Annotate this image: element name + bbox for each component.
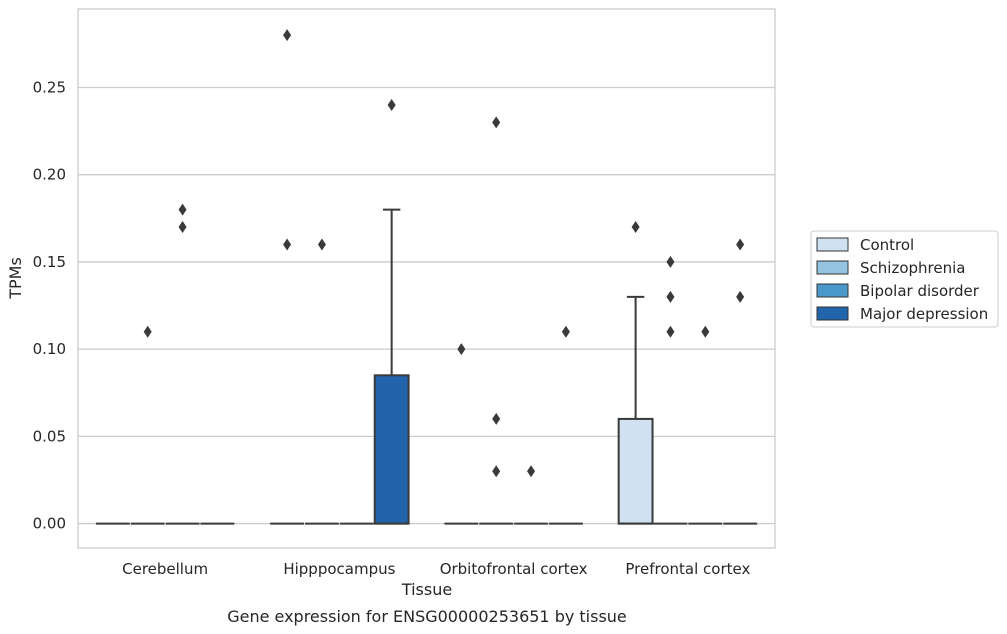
- x-tick-label: Orbitofrontal cortex: [440, 560, 588, 578]
- legend-swatch: [816, 237, 849, 252]
- y-tick-label: 0.25: [33, 78, 66, 96]
- y-tick-label: 0.20: [33, 166, 66, 184]
- outlier-point: [561, 325, 570, 338]
- plot-marks: [95, 29, 758, 525]
- series-major-depression: [200, 98, 758, 525]
- series-control: [95, 29, 654, 525]
- y-axis-ticks: 0.00 0.05 0.10 0.15 0.20 0.25: [33, 78, 66, 532]
- box: [373, 98, 410, 525]
- box: [444, 343, 479, 525]
- y-tick-label: 0.15: [33, 253, 66, 271]
- legend-label: Bipolar disorder: [860, 282, 980, 300]
- outlier-point: [666, 325, 675, 338]
- legend-swatch: [816, 283, 849, 298]
- outlier-point: [736, 238, 745, 251]
- box: [653, 255, 688, 525]
- x-axis-ticks: Cerebellum Hipppocampus Orbitofrontal cort…: [122, 560, 750, 578]
- legend: Control Schizophrenia Bipolar disorder Majo…: [810, 230, 999, 328]
- outlier-point: [178, 221, 187, 234]
- legend-item: Control: [816, 236, 914, 254]
- x-tick-label: Hipppocampus: [283, 560, 395, 578]
- legend-item: Major depression: [816, 305, 988, 323]
- legend-swatch: [816, 260, 849, 275]
- box: [130, 325, 165, 525]
- box: [723, 238, 758, 525]
- x-tick-label: Prefrontal cortex: [625, 560, 750, 578]
- outlier-point: [283, 238, 292, 251]
- outlier-point: [178, 203, 187, 216]
- outlier-point: [492, 465, 501, 478]
- y-tick-label: 0.00: [33, 515, 66, 533]
- legend-item: Bipolar disorder: [816, 282, 980, 300]
- legend-swatch: [816, 306, 849, 321]
- box: [305, 238, 339, 525]
- legend-frame: [810, 230, 999, 328]
- chart-caption: Gene expression for ENSG00000253651 by t…: [227, 607, 627, 626]
- box: [688, 325, 723, 525]
- y-axis-label: TPMs: [6, 257, 25, 300]
- legend-label: Major depression: [860, 305, 988, 323]
- outlier-point: [317, 238, 326, 251]
- box: [617, 221, 654, 525]
- outlier-point: [701, 325, 710, 338]
- outlier-point: [387, 98, 396, 111]
- box-body: [617, 417, 654, 525]
- outlier-point: [492, 116, 501, 129]
- outlier-point: [492, 412, 501, 425]
- outlier-point: [527, 465, 536, 478]
- box: [270, 29, 305, 525]
- outlier-point: [283, 29, 292, 42]
- outlier-point: [457, 343, 466, 356]
- outlier-point: [736, 290, 745, 303]
- legend-label: Schizophrenia: [860, 259, 965, 277]
- legend-label: Control: [860, 236, 914, 254]
- grid-lines: [78, 86, 775, 525]
- series-schizophrenia: [130, 116, 688, 525]
- y-tick-label: 0.05: [33, 427, 66, 445]
- outlier-point: [666, 255, 675, 268]
- legend-item: Schizophrenia: [816, 259, 965, 277]
- outlier-point: [631, 221, 640, 234]
- x-tick-label: Cerebellum: [122, 560, 208, 578]
- box: [479, 116, 514, 525]
- y-tick-label: 0.10: [33, 340, 66, 358]
- box: [514, 465, 548, 525]
- box-body: [373, 374, 410, 525]
- box: [548, 325, 583, 525]
- series-bipolar-disorder: [165, 203, 723, 525]
- outlier-point: [143, 325, 152, 338]
- plot-frame: [77, 8, 776, 549]
- outlier-point: [666, 290, 675, 303]
- box: [165, 203, 200, 525]
- x-axis-label: Tissue: [401, 580, 452, 599]
